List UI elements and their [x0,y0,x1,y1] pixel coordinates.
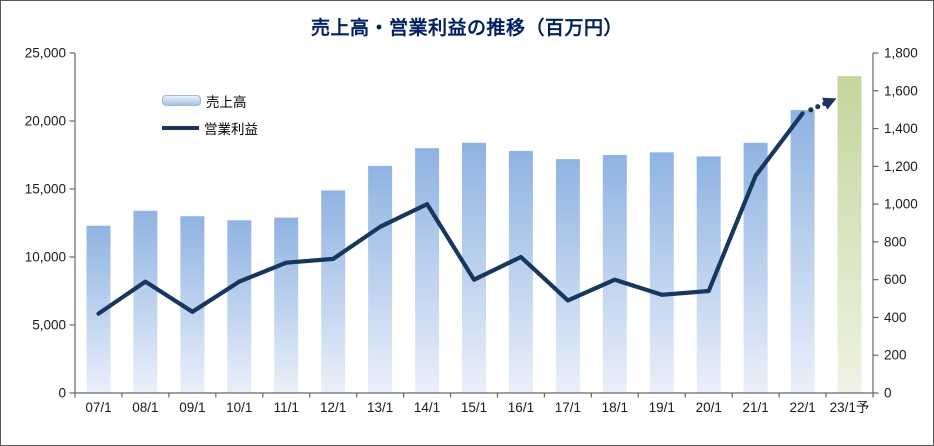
bar-19/1 [649,152,674,393]
x-axis-label: 07/1 [85,400,111,415]
left-axis-label: 10,000 [25,250,66,265]
bar-13/1 [368,165,393,393]
right-axis-label: 1,000 [884,197,918,212]
x-axis-label: 08/1 [132,400,158,415]
bar-11/1 [274,217,299,393]
right-axis-label: 1,200 [884,159,918,174]
x-axis-label: 13/1 [367,400,393,415]
sales-bar-swatch [162,95,201,106]
bar-21/1 [743,142,768,393]
x-axis-label: 18/1 [602,400,628,415]
bar-18/1 [602,155,627,393]
x-axis-label: 10/1 [226,400,252,415]
left-axis-label: 25,000 [25,46,66,61]
axes: 0 5,000 10,000 15,000 20,000 25,000 0 200 400 600… [25,46,918,416]
left-axis-label: 15,000 [25,182,66,197]
chart-title: 売上高・営業利益の推移（百万円） [310,18,623,39]
x-axis-label: 14/1 [414,400,440,415]
x-axis-label: 19/1 [649,400,675,415]
legend: 売上高 営業利益 [162,87,258,141]
right-axis-label: 200 [884,348,907,363]
bar-12/1 [321,190,346,393]
right-axis-label: 800 [884,234,907,249]
legend-item-sales: 売上高 [162,87,258,114]
bar-22/1 [790,110,815,393]
x-axis-label: 20/1 [696,400,722,415]
x-axis-label: 11/1 [274,400,299,415]
forecast-arrowhead [822,97,837,110]
left-axis-label: 0 [58,386,66,401]
legend-item-profit: 営業利益 [162,114,258,141]
bar-17/1 [555,159,580,393]
x-axis-label: 16/1 [508,400,534,415]
bar-10/1 [227,220,252,393]
x-axis-label: 12/1 [320,400,346,415]
bar-14/1 [415,148,440,393]
x-axis-label: 21/1 [743,400,769,415]
bar-08/1 [133,210,158,393]
x-axis-label: 09/1 [179,400,205,415]
forecast-dotted-line [808,101,828,113]
right-axis-label: 600 [884,272,907,287]
right-axis-label: 1,600 [884,83,918,98]
profit-line [96,111,805,316]
left-axis-label: 20,000 [25,114,66,129]
x-axis-label: 17/1 [555,400,581,415]
right-axis-label: 400 [884,310,907,325]
bar-23/1予 [837,76,862,393]
legend-label-profit: 営業利益 [204,121,258,137]
right-axis-label: 1,800 [884,46,918,61]
left-axis-label: 5,000 [32,318,66,333]
x-axis-label: 15/1 [461,400,487,415]
x-axis-label: 23/1予 [830,400,870,415]
profit-line-swatch [162,125,199,130]
legend-label-sales: 売上高 [206,94,247,110]
x-axis-label: 22/1 [789,400,815,415]
sales-bars [86,76,862,393]
right-axis-label: 1,400 [884,121,918,136]
bar-16/1 [508,150,533,393]
right-axis-label: 0 [884,386,892,401]
